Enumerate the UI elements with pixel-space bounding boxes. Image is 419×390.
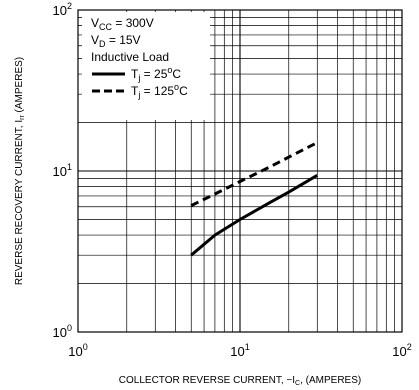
legend-label-subscript: j <box>137 90 140 100</box>
y-axis-label-subscript: rr <box>19 115 26 120</box>
condition-value: = 300V <box>112 16 154 30</box>
series-tj-25c-line <box>190 174 319 257</box>
x-tick-labels: 100 101 102 <box>68 342 411 359</box>
y-tick-label: 101 <box>53 162 72 179</box>
x-axis-label: COLLECTOR REVERSE CURRENT, −IC, (AMPERES… <box>119 375 361 387</box>
x-tick-exponent: 2 <box>407 342 412 352</box>
x-tick-label: 100 <box>68 342 87 359</box>
condition-text: Inductive Load <box>91 50 169 64</box>
series-tj-125c-line <box>190 141 318 207</box>
legend-label: Tj = 125oC <box>131 82 188 100</box>
legend-label-degree: o <box>174 82 179 92</box>
legend-label-value: = 25 <box>140 67 167 81</box>
legend-label-main: T <box>131 84 139 98</box>
y-tick-base: 10 <box>53 325 67 340</box>
plot-frame <box>77 9 403 333</box>
y-tick-exponent: 1 <box>67 162 72 172</box>
y-axis-label: REVERSE RECOVERY CURRENT, Irr (AMPERES) <box>14 57 26 285</box>
legend-label-subscript: j <box>137 73 140 83</box>
x-tick-base: 10 <box>230 344 244 359</box>
y-tick-label: 102 <box>53 1 72 18</box>
condition-main: V <box>91 16 99 30</box>
y-tick-base: 10 <box>53 3 67 18</box>
legend-background <box>82 12 210 120</box>
y-axis-label-tail: (AMPERES) <box>14 57 25 115</box>
y-tick-base: 10 <box>53 164 67 179</box>
series-layer <box>190 141 319 257</box>
y-tick-label: 100 <box>53 323 72 340</box>
x-axis-label-tail: , (AMPERES) <box>300 375 361 386</box>
condition-text: VD = 15V <box>91 33 141 49</box>
x-axis-label-main: COLLECTOR REVERSE CURRENT, −I <box>119 375 295 386</box>
condition-main: V <box>91 33 99 47</box>
condition-subscript: CC <box>99 22 112 32</box>
y-axis-label-main: REVERSE RECOVERY CURRENT, I <box>14 120 25 285</box>
x-tick-label: 102 <box>392 342 411 359</box>
condition-value: = 15V <box>106 33 141 47</box>
legend-label: Tj = 25oC <box>131 65 181 83</box>
condition-main: Inductive Load <box>91 50 169 64</box>
y-tick-exponent: 0 <box>67 323 72 333</box>
x-axis-label-subscript: C <box>295 380 300 387</box>
x-tick-base: 10 <box>392 344 406 359</box>
legend-label-unit: C <box>172 67 181 81</box>
x-tick-base: 10 <box>68 344 82 359</box>
y-tick-exponent: 2 <box>67 1 72 11</box>
legend-label-degree: o <box>167 65 172 75</box>
legend-label-unit: C <box>179 84 188 98</box>
condition-subscript: D <box>99 39 106 49</box>
legend-label-value: = 125 <box>140 84 174 98</box>
legend-label-main: T <box>131 67 139 81</box>
x-tick-label: 101 <box>230 342 249 359</box>
condition-text: VCC = 300V <box>91 16 154 32</box>
x-tick-exponent: 0 <box>83 342 88 352</box>
x-tick-exponent: 1 <box>245 342 250 352</box>
